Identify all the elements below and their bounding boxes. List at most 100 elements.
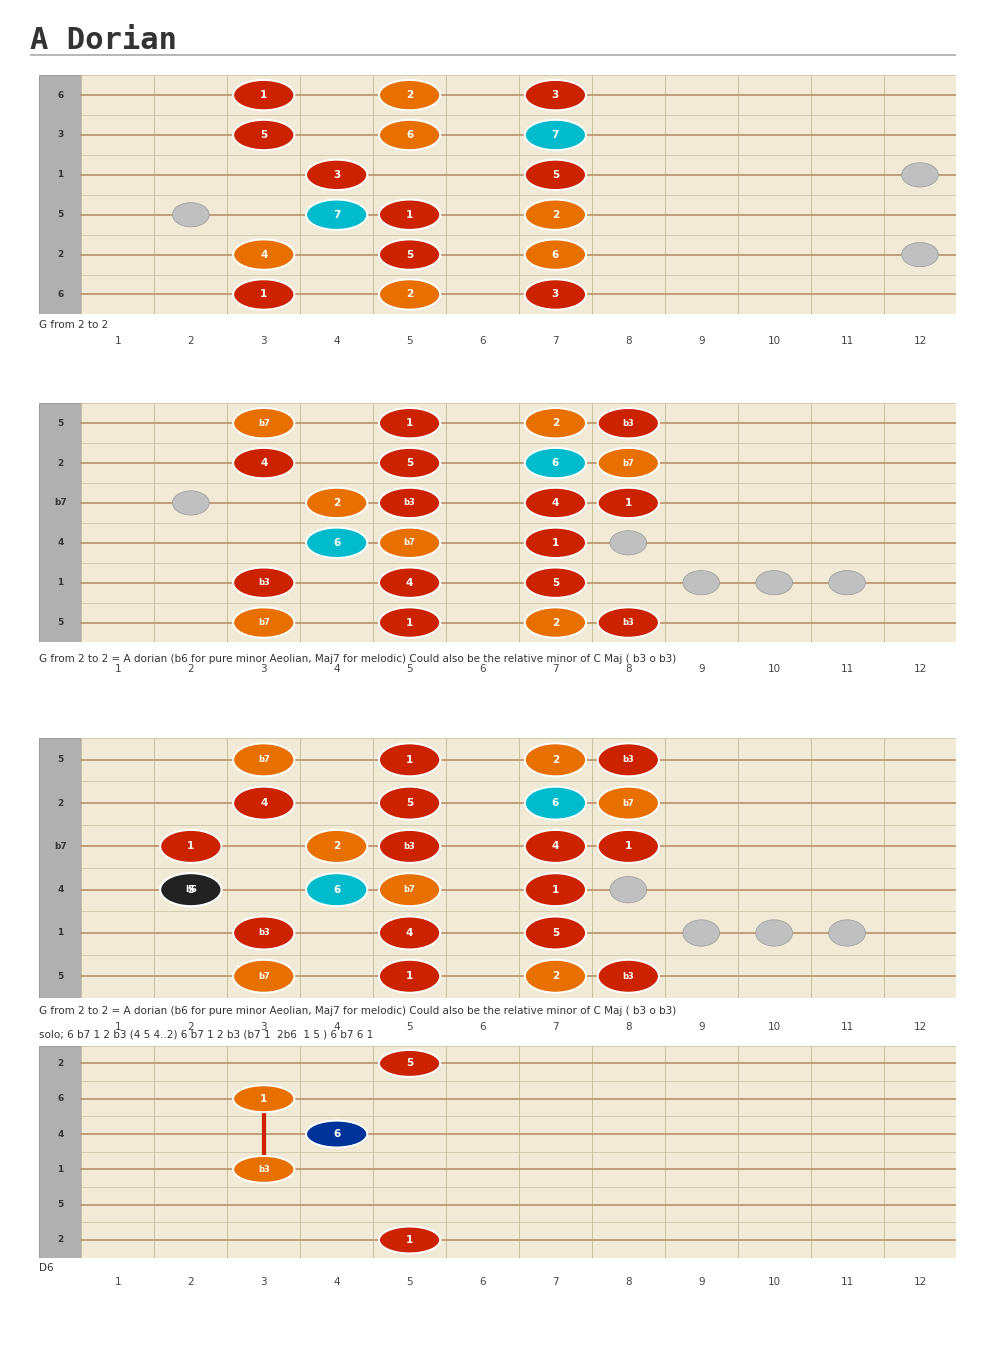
Ellipse shape xyxy=(525,830,586,863)
Ellipse shape xyxy=(525,79,586,111)
Text: 2: 2 xyxy=(552,209,559,220)
Ellipse shape xyxy=(525,786,586,820)
Text: 6: 6 xyxy=(479,1277,486,1288)
Text: b3: b3 xyxy=(622,618,634,627)
Ellipse shape xyxy=(306,528,368,558)
Text: 12: 12 xyxy=(913,1021,927,1032)
Text: 3: 3 xyxy=(260,336,267,346)
Text: 9: 9 xyxy=(698,1277,705,1288)
Ellipse shape xyxy=(173,202,209,227)
Text: 6: 6 xyxy=(552,250,559,260)
Ellipse shape xyxy=(525,200,586,230)
Ellipse shape xyxy=(598,830,659,863)
Text: 1: 1 xyxy=(406,755,413,764)
Ellipse shape xyxy=(306,830,368,863)
Ellipse shape xyxy=(610,876,647,902)
Ellipse shape xyxy=(233,567,295,597)
Ellipse shape xyxy=(525,120,586,150)
Ellipse shape xyxy=(173,491,209,515)
Text: 5: 5 xyxy=(406,250,413,260)
Text: 5: 5 xyxy=(57,618,63,627)
Text: 1: 1 xyxy=(260,290,267,299)
Text: 1: 1 xyxy=(260,1094,267,1103)
Ellipse shape xyxy=(306,874,368,906)
Text: 6: 6 xyxy=(57,1094,63,1103)
Text: 6: 6 xyxy=(333,1129,340,1139)
Text: 1: 1 xyxy=(625,498,632,509)
Text: 1: 1 xyxy=(260,90,267,100)
Ellipse shape xyxy=(379,79,440,111)
Ellipse shape xyxy=(233,960,295,992)
Text: 5: 5 xyxy=(552,928,559,938)
Text: 11: 11 xyxy=(840,664,854,674)
Text: 5: 5 xyxy=(57,972,63,980)
Ellipse shape xyxy=(233,1156,295,1182)
Text: b6: b6 xyxy=(185,886,197,894)
Ellipse shape xyxy=(610,530,647,555)
Ellipse shape xyxy=(379,120,440,150)
Ellipse shape xyxy=(160,874,222,906)
Text: 1: 1 xyxy=(114,336,121,346)
Ellipse shape xyxy=(525,607,586,637)
Text: 2: 2 xyxy=(187,664,194,674)
Text: 10: 10 xyxy=(767,336,781,346)
Ellipse shape xyxy=(598,960,659,992)
Text: 7: 7 xyxy=(552,1021,559,1032)
Text: 4: 4 xyxy=(57,539,64,547)
Bar xyxy=(39,403,82,642)
Text: b7: b7 xyxy=(258,972,269,980)
Text: 5: 5 xyxy=(57,756,63,764)
Text: 4: 4 xyxy=(552,842,559,852)
Text: D6: D6 xyxy=(39,1263,54,1274)
Text: 2: 2 xyxy=(57,1236,63,1244)
Text: 7: 7 xyxy=(552,1277,559,1288)
Text: 8: 8 xyxy=(625,664,632,674)
Ellipse shape xyxy=(306,160,368,190)
Text: 6: 6 xyxy=(552,798,559,808)
Text: b3: b3 xyxy=(258,928,269,938)
Ellipse shape xyxy=(379,786,440,820)
Ellipse shape xyxy=(598,448,659,478)
Text: 5: 5 xyxy=(406,458,413,468)
Ellipse shape xyxy=(598,786,659,820)
Ellipse shape xyxy=(379,239,440,269)
Text: 3: 3 xyxy=(57,130,63,139)
Text: 4: 4 xyxy=(333,1277,340,1288)
Text: 5: 5 xyxy=(552,578,559,588)
Text: 2: 2 xyxy=(57,458,63,468)
Text: b7: b7 xyxy=(403,539,415,547)
Text: 9: 9 xyxy=(698,336,705,346)
Text: 6: 6 xyxy=(406,130,413,139)
Text: 4: 4 xyxy=(57,886,64,894)
Ellipse shape xyxy=(379,1050,440,1077)
Text: G from 2 to 2: G from 2 to 2 xyxy=(39,320,108,331)
Text: 4: 4 xyxy=(260,250,267,260)
Text: 5: 5 xyxy=(406,664,413,674)
Ellipse shape xyxy=(755,920,793,946)
Ellipse shape xyxy=(901,163,939,187)
Text: 4: 4 xyxy=(552,498,559,509)
Text: 7: 7 xyxy=(552,336,559,346)
Text: 8: 8 xyxy=(625,336,632,346)
Text: 2: 2 xyxy=(552,755,559,764)
Text: 5: 5 xyxy=(406,1021,413,1032)
Ellipse shape xyxy=(525,528,586,558)
Text: 6: 6 xyxy=(479,336,486,346)
Text: 5: 5 xyxy=(552,170,559,180)
Text: b3: b3 xyxy=(622,972,634,980)
Text: 12: 12 xyxy=(913,664,927,674)
Text: 3: 3 xyxy=(552,90,559,100)
Text: b7: b7 xyxy=(622,798,634,808)
Text: b3: b3 xyxy=(403,842,415,850)
Ellipse shape xyxy=(379,407,440,439)
Text: 2: 2 xyxy=(57,1059,63,1068)
Text: 1: 1 xyxy=(406,618,413,627)
Text: 1: 1 xyxy=(57,578,63,588)
Text: 4: 4 xyxy=(333,336,340,346)
Text: A Dorian: A Dorian xyxy=(30,26,176,55)
Text: 2: 2 xyxy=(187,1277,194,1288)
Text: 11: 11 xyxy=(840,1021,854,1032)
Ellipse shape xyxy=(525,160,586,190)
Text: 4: 4 xyxy=(260,798,267,808)
Ellipse shape xyxy=(233,786,295,820)
